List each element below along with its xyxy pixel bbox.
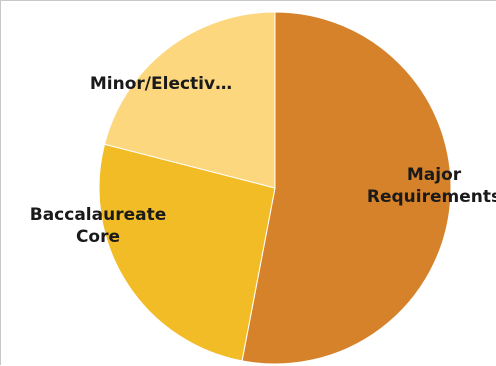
- pie-label-line: Requirements: [367, 187, 496, 207]
- pie-slices: [98, 11, 452, 365]
- pie-slice-minor-electiv: [103, 11, 276, 189]
- pie-label-1: Baccalaureate Core: [30, 205, 167, 247]
- pie-slice-major-requirements: [241, 11, 452, 365]
- pie-label-line: Baccalaureate: [30, 205, 167, 225]
- pie-label-line: Minor/Electiv…: [90, 74, 232, 94]
- pie-label-2: Minor/Electiv…: [90, 74, 232, 94]
- pie-label-0: Major Requirements: [367, 165, 496, 207]
- pie-slice-baccalaureate-core: [98, 143, 276, 362]
- pie-label-line: Major: [407, 165, 462, 185]
- pie-labels: Major Requirements Baccalaureate Core Minor/…: [30, 74, 496, 247]
- pie-label-line: Core: [76, 227, 120, 247]
